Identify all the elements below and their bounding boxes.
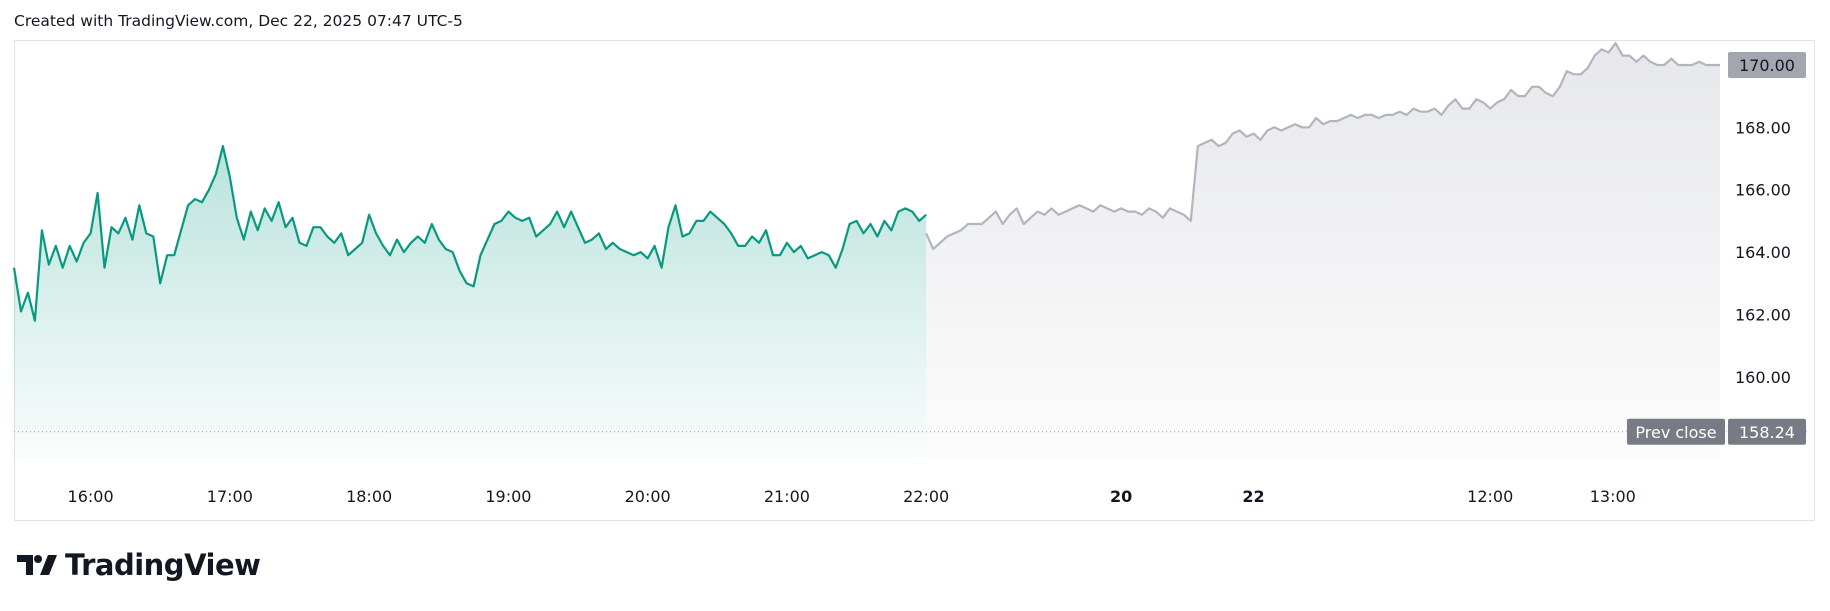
session-price-line (12, 145, 927, 322)
tradingview-brand-name: TradingView (65, 548, 261, 582)
tradingview-logo[interactable]: TradingView (17, 548, 261, 582)
tradingview-logo-icon (17, 555, 57, 575)
y-tick-label: 162.00 (1735, 306, 1791, 325)
extended-price-line (925, 42, 1720, 251)
y-tick-label: 160.00 (1735, 368, 1791, 387)
y-tick-label: 168.00 (1735, 118, 1791, 137)
x-tick-label: 22 (1242, 487, 1264, 506)
chart-attribution: Created with TradingView.com, Dec 22, 20… (14, 12, 463, 30)
prev-close-value-label: 158.24 (1739, 423, 1795, 442)
x-tick-label: 21:00 (764, 487, 810, 506)
extended-area-fill (926, 43, 1720, 458)
last-price-badge-label: 170.00 (1739, 56, 1795, 75)
x-tick-label: 20:00 (625, 487, 671, 506)
price-lines (12, 42, 1720, 322)
area-fills (14, 43, 1720, 458)
y-tick-label: 166.00 (1735, 181, 1791, 200)
x-tick-label: 20 (1110, 487, 1132, 506)
y-tick-label: 164.00 (1735, 243, 1791, 262)
x-tick-label: 19:00 (485, 487, 531, 506)
prev-close-value-badge (1728, 418, 1806, 445)
x-tick-label: 12:00 (1467, 487, 1513, 506)
x-tick-label: 22:00 (903, 487, 949, 506)
last-price-badge (1728, 51, 1806, 78)
x-tick-label: 17:00 (207, 487, 253, 506)
price-badges: 170.00 Prev close 158.24 (1627, 51, 1806, 445)
x-tick-label: 13:00 (1590, 487, 1636, 506)
session-area-fill (14, 146, 927, 458)
x-tick-label: 16:00 (68, 487, 114, 506)
x-axis: 16:00 17:00 18:00 19:00 20:00 21:00 22:00 20 22 1… (68, 487, 1636, 506)
x-tick-label: 18:00 (346, 487, 392, 506)
prev-close-label: Prev close (1635, 423, 1716, 442)
prev-close-label-badge (1627, 418, 1725, 445)
